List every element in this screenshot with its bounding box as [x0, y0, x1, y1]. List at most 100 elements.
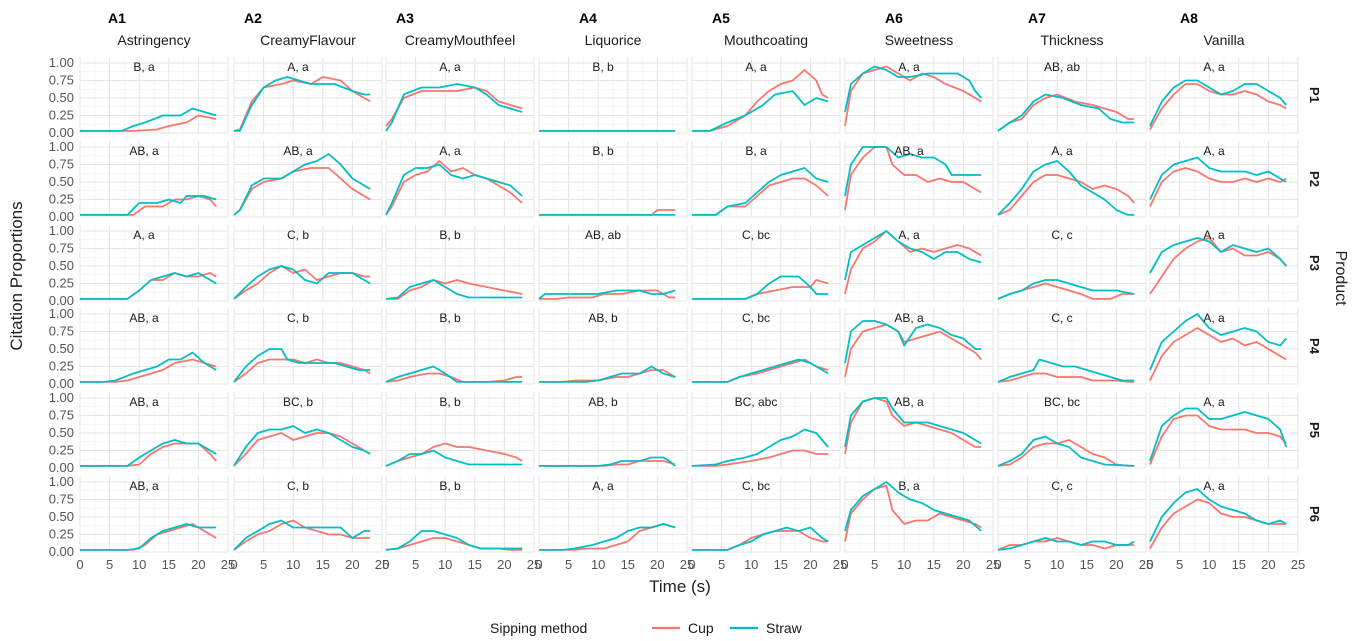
- series-line-straw: [997, 93, 1135, 132]
- series-line-straw: [233, 425, 371, 467]
- series-line-straw: [844, 146, 982, 197]
- panel-p6-a4: A, a: [538, 476, 688, 553]
- x-tick-label: 10: [897, 557, 911, 572]
- series-line-cup: [844, 323, 982, 378]
- x-tick-label: 5: [1176, 557, 1183, 572]
- panel-annotation: AB, b: [588, 311, 618, 325]
- column-strip-title: Liquorice: [585, 32, 642, 48]
- panel-p1-a4: B, b: [538, 57, 688, 134]
- panel-annotation: A, a: [1051, 144, 1073, 158]
- x-tick-label: 0: [994, 557, 1001, 572]
- x-tick-label: 15: [162, 557, 176, 572]
- panel-p4-a3: B, b: [385, 308, 535, 385]
- column-strip-title: Sweetness: [885, 32, 953, 48]
- panel-annotation: B, b: [439, 479, 461, 493]
- row-strip-label: P3: [1307, 255, 1322, 271]
- y-tick-label: 0.75: [49, 324, 74, 339]
- panel-p6-a7: C, c: [997, 476, 1147, 553]
- panel-p6-a8: A, a: [1149, 476, 1299, 553]
- series-line-cup: [1149, 414, 1287, 465]
- x-tick-label: 5: [412, 557, 419, 572]
- series-line-cup: [80, 114, 217, 132]
- row-strip-label: P2: [1307, 171, 1322, 187]
- panel-p1-a3: A, a: [385, 57, 535, 134]
- column-id-label: A8: [1180, 10, 1198, 26]
- panel-annotation: A, a: [1203, 228, 1225, 242]
- series-line-straw: [844, 481, 982, 532]
- x-tick-label: 25: [375, 557, 389, 572]
- panel-p6-a6: B, a: [844, 476, 994, 553]
- series-line-straw: [692, 90, 829, 132]
- x-tick-label: 0: [688, 557, 695, 572]
- panel-p2-a8: A, a: [1149, 141, 1299, 218]
- x-tick-label: 20: [1109, 557, 1123, 572]
- panel-annotation: A, a: [1203, 479, 1225, 493]
- column-id-label: A2: [244, 10, 262, 26]
- column-id-label: A1: [108, 10, 126, 26]
- panel-p4-a8: A, a: [1149, 308, 1299, 385]
- panel-p2-a6: AB, a: [844, 141, 994, 218]
- series-line-cup: [997, 93, 1135, 132]
- series-line-straw: [80, 523, 217, 551]
- panel-p4-a7: C, c: [997, 308, 1147, 385]
- series-line-straw: [1149, 237, 1287, 274]
- series-line-straw: [1149, 79, 1287, 127]
- panel-p4-a1: AB, a: [79, 308, 229, 385]
- panel-annotation: B, b: [592, 144, 614, 158]
- series-line-straw: [385, 279, 523, 300]
- y-tick-label: 0.00: [49, 209, 74, 224]
- panel-p3-a4: AB, ab: [538, 225, 688, 302]
- panel-annotation: C, bc: [742, 311, 770, 325]
- column-id-label: A3: [396, 10, 414, 26]
- panel-annotation: C, c: [1051, 228, 1072, 242]
- legend-entry-straw: Straw: [766, 620, 803, 636]
- x-tick-label: 5: [565, 557, 572, 572]
- x-tick-label: 20: [803, 557, 817, 572]
- y-tick-label: 0.50: [49, 425, 74, 440]
- series-line-straw: [997, 160, 1135, 216]
- x-tick-label: 5: [871, 557, 878, 572]
- series-line-straw: [997, 537, 1135, 551]
- panel-p3-a2: C, b: [233, 225, 383, 302]
- x-tick-label: 0: [841, 557, 848, 572]
- panel-annotation: A, a: [1203, 144, 1225, 158]
- panel-p2-a2: AB, a: [233, 141, 383, 218]
- column-id-label: A4: [579, 10, 597, 26]
- series-line-straw: [1149, 407, 1288, 462]
- x-tick-label: 0: [230, 557, 237, 572]
- panel-annotation: B, b: [439, 395, 461, 409]
- x-tick-label: 25: [680, 557, 694, 572]
- panel-p4-a2: C, b: [233, 308, 383, 385]
- panel-annotation: B, b: [592, 60, 614, 74]
- panel-annotation: B, a: [898, 479, 920, 493]
- series-line-cup: [1149, 327, 1287, 381]
- x-tick-label: 15: [1232, 557, 1246, 572]
- panel-p6-a2: C, b: [233, 476, 383, 553]
- row-facet-title: Product: [1332, 250, 1349, 306]
- series-line-straw: [1149, 156, 1287, 200]
- series-line-straw: [997, 279, 1135, 300]
- x-tick-label: 10: [744, 557, 758, 572]
- x-tick-label: 10: [591, 557, 605, 572]
- panel-annotation: A, a: [1203, 395, 1225, 409]
- x-tick-label: 25: [833, 557, 847, 572]
- x-tick-label: 25: [221, 557, 235, 572]
- x-tick-label: 0: [76, 557, 83, 572]
- y-tick-label: 0.75: [49, 157, 74, 172]
- panel-annotation: AB, a: [894, 395, 924, 409]
- axis-ticks-layer: 0.000.250.500.751.000.000.250.500.751.00…: [49, 55, 1306, 572]
- panel-p1-a6: A, a: [844, 57, 994, 134]
- column-strip-title: CreamyFlavour: [260, 32, 356, 48]
- series-line-cup: [997, 174, 1135, 216]
- panel-annotation: A, a: [133, 228, 155, 242]
- panel-annotation: A, a: [287, 60, 309, 74]
- panel-p6-a1: AB, a: [79, 476, 229, 553]
- row-strip-label: P5: [1307, 422, 1322, 438]
- series-line-cup: [80, 195, 217, 216]
- panel-p5-a7: BC, bc: [997, 392, 1147, 469]
- y-tick-label: 0.25: [49, 192, 74, 207]
- x-tick-label: 20: [956, 557, 970, 572]
- panel-annotation: C, b: [287, 228, 309, 242]
- panel-annotation: AB, a: [129, 144, 159, 158]
